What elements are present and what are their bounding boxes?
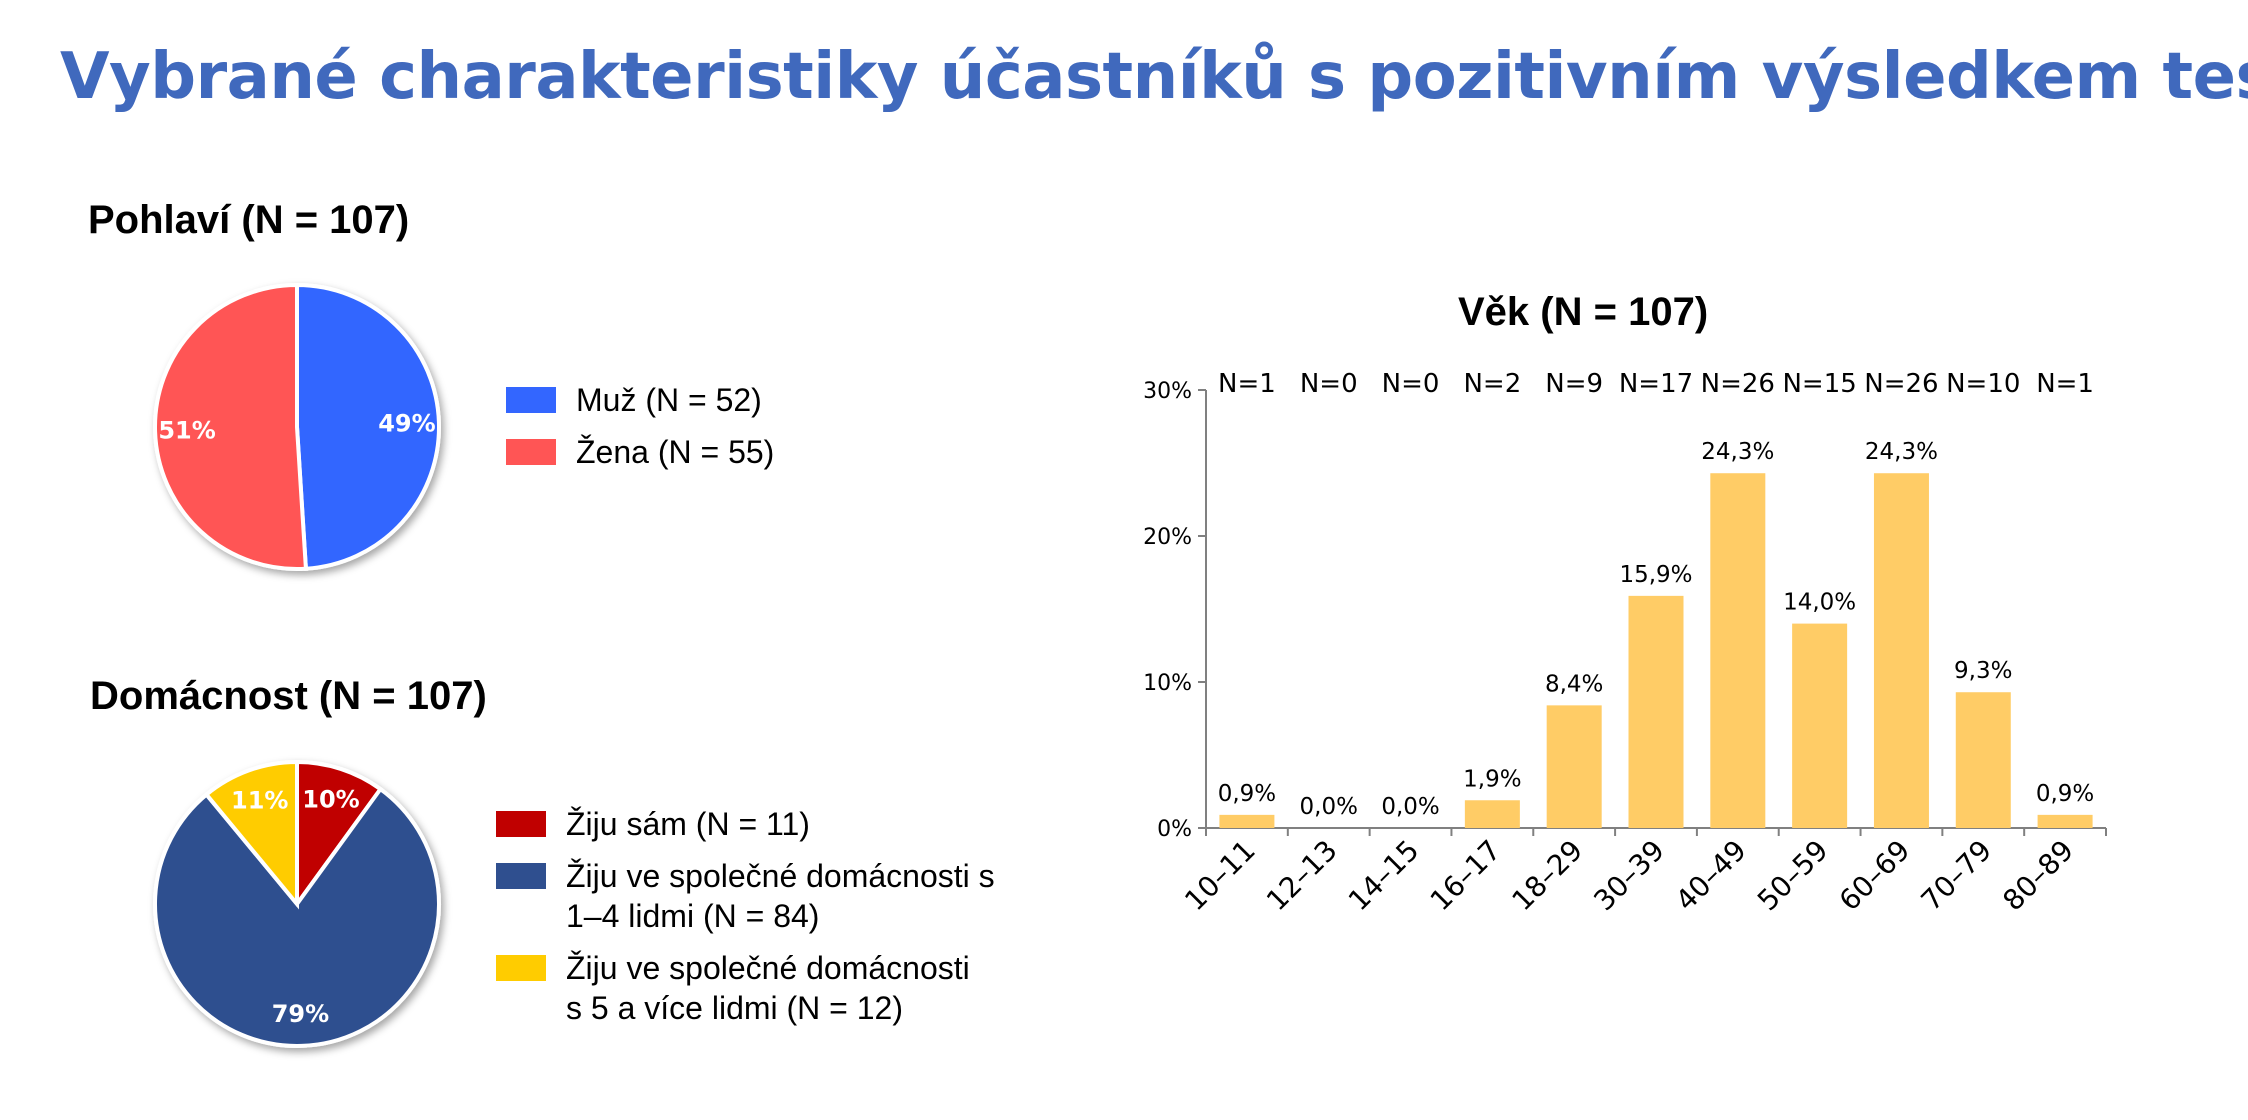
household-slice-label-0: 10% [302, 785, 359, 813]
x-category-label-0: 10–11 [1178, 834, 1262, 918]
bar-count-label-7: N=15 [1782, 369, 1856, 399]
y-tick-label: 10% [1143, 671, 1192, 696]
bar-0 [1219, 814, 1275, 828]
bar-9 [1955, 692, 2011, 828]
bar-value-label-8: 24,3% [1865, 439, 1938, 465]
bar-5 [1628, 595, 1684, 828]
household-slice-label-2: 11% [231, 787, 288, 815]
household-slice-label-1: 79% [272, 1000, 329, 1028]
bar-6 [1710, 473, 1766, 828]
legend-swatch-female [506, 439, 556, 465]
y-tick-label: 0% [1157, 817, 1192, 842]
legend-label-1-4: Žiju ve společné domácnosti s 1–4 lidmi … [566, 858, 995, 934]
legend-item-1-4: Žiju ve společné domácnosti s 1–4 lidmi … [496, 856, 995, 936]
x-category-label-5: 30–39 [1587, 834, 1671, 918]
legend-item-female: Žena (N = 55) [506, 432, 774, 472]
gender-slice-1 [153, 282, 309, 571]
bar-7 [1792, 623, 1848, 828]
gender-slice-label-1: 51% [158, 416, 215, 444]
x-category-label-4: 18–29 [1506, 834, 1590, 918]
x-category-label-9: 70–79 [1915, 834, 1999, 918]
gender-legend: Muž (N = 52) Žena (N = 55) [506, 380, 774, 484]
bar-4 [1546, 705, 1602, 828]
household-chart-title: Domácnost (N = 107) [90, 674, 487, 718]
bar-value-label-4: 8,4% [1545, 671, 1603, 697]
gender-pie-chart [153, 282, 442, 571]
bar-count-label-8: N=26 [1864, 369, 1938, 399]
gender-slice-0 [295, 282, 442, 571]
x-category-label-10: 80–89 [1996, 834, 2080, 918]
y-tick-label: 20% [1143, 525, 1192, 550]
bar-value-label-9: 9,3% [1954, 658, 2012, 684]
bar-10 [2037, 814, 2093, 828]
household-pie-chart [153, 759, 441, 1048]
legend-swatch-5-plus [496, 955, 546, 981]
legend-label-alone: Žiju sám (N = 11) [566, 806, 810, 842]
bar-count-label-0: N=1 [1218, 369, 1276, 399]
x-category-label-7: 50–59 [1751, 834, 1835, 918]
bar-value-label-1: 0,0% [1300, 794, 1358, 820]
legend-swatch-alone [496, 811, 546, 837]
bar-count-label-9: N=10 [1946, 369, 2020, 399]
bar-value-label-5: 15,9% [1619, 562, 1692, 588]
bar-value-label-10: 0,9% [2036, 781, 2094, 807]
page-title: Vybrané charakteristiky účastníků s pozi… [60, 40, 2248, 114]
legend-label-5-plus: Žiju ve společné domácnosti s 5 a více l… [566, 950, 970, 1026]
bar-count-label-1: N=0 [1300, 369, 1358, 399]
y-tick-label: 30% [1143, 379, 1192, 404]
x-category-label-1: 12–13 [1260, 834, 1344, 918]
bar-count-label-2: N=0 [1382, 369, 1440, 399]
household-slice-1 [153, 786, 441, 1048]
legend-label-male: Muž (N = 52) [576, 382, 762, 418]
age-chart-title: Věk (N = 107) [1458, 290, 1709, 334]
bar-8 [1873, 473, 1929, 828]
gender-slice-label-0: 49% [378, 410, 435, 438]
bar-value-label-7: 14,0% [1783, 590, 1856, 616]
gender-chart-title: Pohlaví (N = 107) [88, 198, 410, 242]
legend-item-5-plus: Žiju ve společné domácnosti s 5 a více l… [496, 948, 995, 1028]
household-slice-2 [203, 759, 299, 910]
bar-count-label-5: N=17 [1619, 369, 1693, 399]
bar-count-label-4: N=9 [1545, 369, 1603, 399]
household-legend: Žiju sám (N = 11) Žiju ve společné domác… [496, 804, 995, 1040]
bar-value-label-6: 24,3% [1701, 439, 1774, 465]
bar-value-label-3: 1,9% [1463, 766, 1521, 792]
age-bar-chart: 0% 10% 20% 30% 0,9% N=1 10–11 0,0% N=0 12–13 0,0% N… [1143, 369, 2107, 918]
x-category-label-6: 40–49 [1669, 834, 1753, 918]
x-category-label-3: 16–17 [1424, 834, 1508, 918]
x-category-label-8: 60–69 [1833, 834, 1917, 918]
legend-item-male: Muž (N = 52) [506, 380, 774, 420]
bar-value-label-0: 0,9% [1218, 781, 1276, 807]
bar-count-label-10: N=1 [2036, 369, 2094, 399]
legend-item-alone: Žiju sám (N = 11) [496, 804, 995, 844]
legend-swatch-1-4 [496, 863, 546, 889]
bar-value-label-2: 0,0% [1381, 794, 1439, 820]
legend-label-female: Žena (N = 55) [576, 434, 775, 470]
bar-3 [1464, 800, 1520, 828]
gender-pie-labels: 49% 51% [158, 410, 435, 445]
x-category-label-2: 14–15 [1342, 834, 1426, 918]
legend-swatch-male [506, 387, 556, 413]
household-pie-labels: 10% 79% 11% [231, 785, 360, 1028]
bar-count-label-3: N=2 [1463, 369, 1521, 399]
bar-count-label-6: N=26 [1701, 369, 1775, 399]
